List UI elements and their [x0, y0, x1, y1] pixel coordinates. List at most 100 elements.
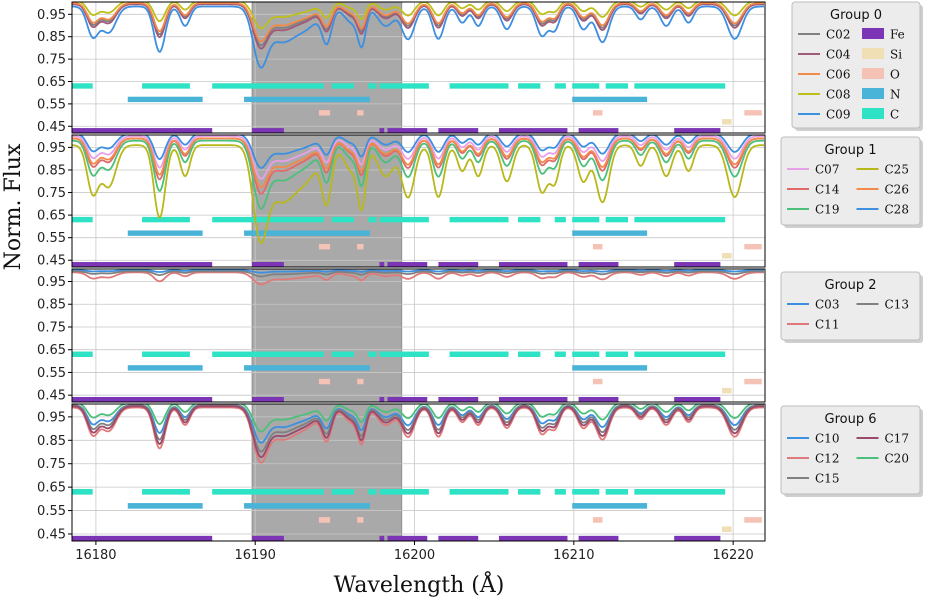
feature-fe-bar	[674, 396, 721, 402]
legend-label: C12	[815, 452, 839, 466]
legend-label: C15	[815, 472, 839, 486]
feature-fe-bar	[387, 396, 428, 402]
series-line-c09	[72, 5, 764, 69]
series-line-c26	[72, 137, 764, 189]
feature-c-bar	[142, 216, 190, 223]
feature-c-bar	[72, 216, 93, 223]
feature-c-bar	[379, 216, 429, 223]
feature-c-bar	[634, 489, 726, 495]
y-tick-label: 0.75	[37, 320, 66, 335]
legend-label: Fe	[890, 28, 905, 42]
legend-swatch-patch	[862, 108, 884, 119]
feature-o-bar	[744, 110, 762, 116]
feature-c-bar	[379, 83, 429, 89]
feature-fe-bar	[578, 262, 619, 267]
feature-c-bar	[379, 351, 429, 357]
y-tick-label: 0.95	[37, 8, 66, 23]
feature-fe-bar	[498, 262, 568, 267]
feature-c-bar	[331, 351, 354, 357]
feature-c-bar	[331, 216, 354, 223]
panel-plot-area	[72, 2, 765, 133]
feature-c-bar	[572, 216, 600, 223]
feature-c-bar	[634, 83, 726, 89]
legend-swatch-patch	[862, 28, 884, 39]
feature-o-bar	[592, 517, 603, 523]
feature-c-bar	[572, 83, 600, 89]
feature-fe-bar	[387, 128, 428, 133]
feature-c-bar	[72, 351, 93, 357]
feature-fe-bar	[578, 128, 619, 133]
legend-title: Group 0	[830, 8, 882, 23]
legend-label: C	[890, 108, 899, 122]
feature-c-bar	[518, 83, 541, 89]
legend-group-2: Group 1 C07 C14 C19 C25 C26 C28	[780, 136, 923, 228]
feature-c-bar	[72, 489, 93, 495]
feature-n-bar	[244, 230, 370, 236]
legend-label: C11	[815, 318, 839, 332]
feature-fe-bar	[498, 535, 568, 541]
panels-layer: 0.45 0.55 0.65 0.75 0.85 0.95 0.45 0.55 0.65 0.75…	[37, 1, 766, 542]
feature-n-bar	[127, 503, 203, 509]
panel-4: 0.45 0.55 0.65 0.75 0.85 0.95	[37, 403, 766, 542]
feature-fe-bar	[438, 396, 479, 402]
feature-fe-bar	[72, 262, 213, 267]
feature-fe-bar	[498, 128, 568, 133]
feature-fe-bar	[578, 535, 619, 541]
y-tick-label: 0.95	[37, 275, 66, 290]
feature-fe-bar	[674, 535, 721, 541]
panel-background	[72, 2, 765, 133]
feature-fe-bar	[72, 396, 213, 402]
legend-label: C13	[885, 298, 909, 312]
feature-c-bar	[572, 489, 600, 495]
feature-c-bar	[605, 351, 628, 357]
series-line-c04	[72, 3, 765, 50]
feature-o-bar	[318, 110, 331, 116]
y-tick-label: 0.55	[37, 97, 66, 112]
y-tick-label: 0.65	[37, 209, 66, 224]
feature-fe-bar	[578, 396, 619, 402]
feature-c-bar	[518, 489, 541, 495]
feature-c-bar	[634, 216, 726, 223]
feature-si-bar	[721, 253, 732, 259]
legend-box	[791, 1, 921, 129]
feature-c-bar	[368, 216, 377, 223]
legend-group-4: Group 6 C10 C12 C15 C17 C20	[780, 405, 923, 497]
feature-c-bar	[554, 351, 566, 357]
panel-frame	[71, 1, 766, 134]
x-tick-label: 16210	[553, 548, 594, 563]
feature-si-bar	[721, 526, 732, 533]
feature-c-bar	[72, 83, 93, 89]
feature-fe-bar	[72, 535, 213, 541]
legend-label: C19	[815, 203, 839, 217]
y-tick-label: 0.95	[37, 141, 66, 156]
y-tick-label: 0.55	[37, 504, 66, 519]
legend-label: C03	[815, 298, 839, 312]
feature-fe-bar	[387, 262, 428, 267]
feature-c-bar	[554, 489, 566, 495]
feature-o-bar	[592, 243, 603, 250]
legend-label: C04	[826, 48, 851, 62]
y-tick-label: 0.65	[37, 343, 66, 358]
feature-c-bar	[518, 216, 541, 223]
feature-c-bar	[368, 83, 377, 89]
y-tick-label: 0.45	[37, 527, 66, 542]
series-line-c28	[76, 135, 757, 169]
legend-label: O	[890, 68, 900, 82]
feature-fe-bar	[674, 262, 721, 267]
feature-n-bar	[244, 365, 370, 371]
x-tick-label: 16180	[75, 548, 116, 563]
feature-c-bar	[634, 351, 726, 357]
feature-c-bar	[331, 83, 354, 89]
feature-fe-bar	[72, 128, 213, 133]
feature-n-bar	[244, 503, 370, 509]
feature-c-bar	[142, 489, 190, 495]
legend-label: C09	[826, 108, 850, 122]
feature-fe-bar	[379, 262, 385, 267]
panel-background	[72, 404, 765, 541]
feature-o-bar	[318, 517, 331, 523]
panel-frame	[71, 268, 766, 403]
feature-si-bar	[721, 119, 732, 125]
legend-box	[780, 405, 921, 495]
series-line-c11	[72, 271, 764, 286]
panel-frame	[71, 403, 766, 542]
